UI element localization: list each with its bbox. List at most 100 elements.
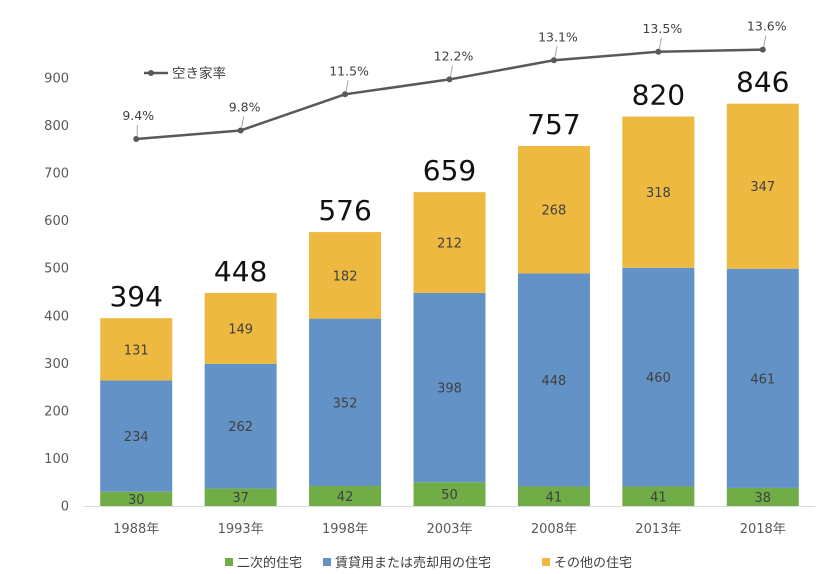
bar-segment <box>100 318 173 381</box>
segment-label: 41 <box>650 490 667 505</box>
segment-label: 131 <box>124 343 149 358</box>
bar-segment <box>517 273 590 487</box>
x-axis: 1988年 1993年 1998年 2003年 2008年 2013年 2018年 <box>113 522 786 537</box>
legend-label: 賃貸用または売却用の住宅 <box>335 555 491 571</box>
bar-segment <box>309 318 382 487</box>
segment-label: 448 <box>542 374 567 389</box>
segment-label: 234 <box>124 430 149 445</box>
total-label: 448 <box>214 255 267 288</box>
y-tick-label: 700 <box>44 167 69 182</box>
bar-segment <box>413 192 486 293</box>
segment-label: 42 <box>337 490 354 505</box>
segment-label: 38 <box>755 491 772 506</box>
total-label: 757 <box>527 108 580 141</box>
segment-label: 212 <box>437 237 462 252</box>
bar-segment <box>517 146 590 274</box>
legend-swatch <box>323 558 331 566</box>
total-label: 576 <box>318 194 371 227</box>
total-label: 820 <box>632 79 685 112</box>
vacancy-rate-point <box>446 76 453 83</box>
legend-label: その他の住宅 <box>554 556 632 571</box>
x-tick-label: 2003年 <box>426 522 472 537</box>
segment-label: 262 <box>228 420 253 435</box>
segment-label: 460 <box>646 371 671 386</box>
segment-label: 318 <box>646 186 671 201</box>
segment-label: 50 <box>441 488 458 503</box>
segment-label: 41 <box>546 490 563 505</box>
segment-label: 182 <box>333 269 358 284</box>
y-tick-label: 300 <box>44 357 69 372</box>
segment-label: 461 <box>750 372 775 387</box>
bar-segment <box>309 486 382 506</box>
x-tick-label: 1993年 <box>218 522 264 537</box>
vacancy-rate-label: 13.1% <box>538 29 578 44</box>
bar-segment <box>622 486 695 506</box>
bar-segment <box>726 103 799 269</box>
x-tick-label: 2018年 <box>740 522 786 537</box>
vacancy-rate-point <box>237 127 244 134</box>
vacancy-rate-label: 9.8% <box>229 99 261 114</box>
vacancy-rate-label: 13.6% <box>747 19 787 34</box>
bar-segment <box>204 363 277 489</box>
bar-segment <box>517 486 590 506</box>
vacancy-rate-leader <box>450 65 453 77</box>
vacancy-rate-label: 13.5% <box>642 21 682 36</box>
vacancy-rate-point <box>342 91 349 98</box>
segment-label: 347 <box>750 180 775 195</box>
bar-segment <box>413 482 486 506</box>
vacancy-rate-label: 12.2% <box>434 48 474 63</box>
bar-segment <box>622 116 695 268</box>
segment-label: 352 <box>333 396 358 411</box>
bar-segment <box>726 268 799 488</box>
vacancy-rate-leader <box>241 116 245 128</box>
bars: 30 234 131 394 37 262 149 448 42 352 182 576 50 398 21… <box>100 66 799 508</box>
x-tick-label: 2008年 <box>531 522 577 537</box>
y-tick-label: 200 <box>44 404 69 419</box>
segment-label: 37 <box>232 491 249 506</box>
y-tick-label: 600 <box>44 214 69 229</box>
bar-segment <box>204 292 277 364</box>
vacancy-rate-line: 9.4% 9.8% 11.5% 12.2% 13.1% 13.5% 13.6% <box>122 19 787 142</box>
legend-label: 二次的住宅 <box>237 555 302 571</box>
vacancy-rate-label: 9.4% <box>122 108 154 123</box>
bar-segment <box>309 232 382 319</box>
y-tick-label: 400 <box>44 309 69 324</box>
vacancy-rate-point <box>550 57 557 64</box>
y-tick-label: 100 <box>44 452 69 467</box>
y-tick-label: 800 <box>44 119 69 134</box>
y-tick-label: 900 <box>44 72 69 87</box>
x-tick-label: 2013年 <box>635 522 681 537</box>
x-tick-label: 1988年 <box>113 522 159 537</box>
legend-swatch <box>542 558 550 566</box>
legend-swatch <box>225 558 233 566</box>
line-legend: 空き家率 <box>144 65 226 82</box>
y-axis: 0 100 200 300 400 500 600 700 800 900 <box>44 72 69 515</box>
vacancy-rate-leader <box>554 46 558 58</box>
line-legend-label: 空き家率 <box>172 65 226 82</box>
bar-segment <box>726 487 799 506</box>
legend: 二次的住宅 賃貸用または売却用の住宅 その他の住宅 <box>225 555 632 571</box>
vacancy-rate-leader <box>345 80 349 92</box>
line-legend-marker <box>148 70 154 76</box>
vacancy-rate-leader <box>763 35 767 47</box>
segment-label: 30 <box>128 493 145 508</box>
vacancy-rate-leader <box>658 37 662 49</box>
segment-label: 268 <box>542 204 567 219</box>
segment-label: 398 <box>437 382 462 397</box>
vacancy-rate-point <box>759 46 766 53</box>
vacancy-rate-label: 11.5% <box>329 63 369 78</box>
bar-segment <box>100 491 173 506</box>
bar-segment <box>100 380 173 492</box>
vacancy-rate-point <box>133 135 140 142</box>
y-tick-label: 500 <box>44 262 69 277</box>
bar-segment <box>622 267 695 487</box>
total-label: 659 <box>423 154 476 187</box>
bar-segment <box>413 292 486 483</box>
segment-label: 149 <box>228 322 253 337</box>
vacancy-rate-point <box>655 48 662 55</box>
y-tick-label: 0 <box>61 500 69 515</box>
bar-segment <box>204 488 277 506</box>
total-label: 846 <box>736 66 789 99</box>
x-tick-label: 1998年 <box>322 522 368 537</box>
